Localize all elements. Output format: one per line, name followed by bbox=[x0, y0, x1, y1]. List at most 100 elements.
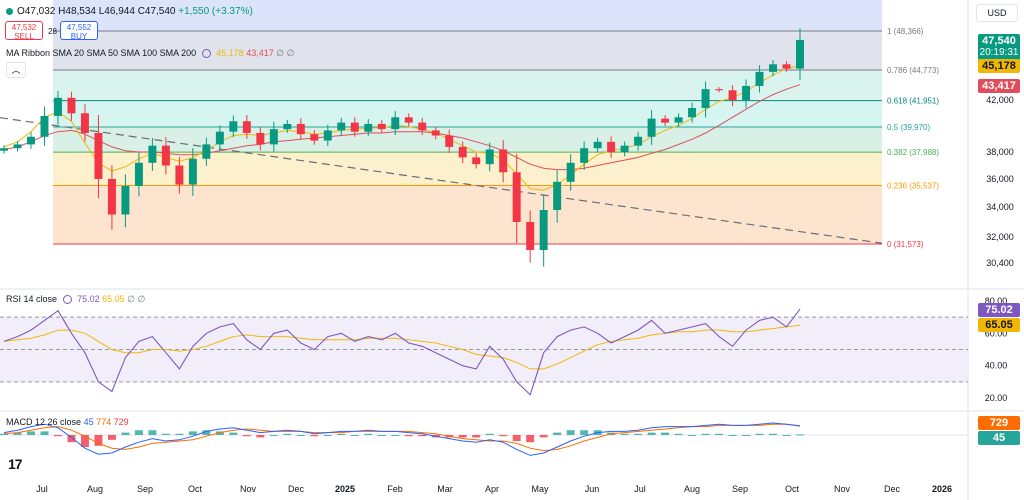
ma-fast-value: 45,178 bbox=[216, 48, 244, 58]
candle-body bbox=[539, 210, 548, 250]
macd-histogram-bar bbox=[688, 435, 697, 436]
ma-fast-line bbox=[3, 65, 801, 191]
macd-histogram-bar bbox=[580, 430, 589, 435]
candle-body bbox=[215, 131, 224, 145]
macd-histogram-bar bbox=[337, 433, 346, 435]
candle-body bbox=[53, 97, 62, 116]
candle-body bbox=[229, 121, 238, 132]
ma-fast-tag: 45,178 bbox=[978, 59, 1020, 73]
macd-histogram-bar bbox=[364, 433, 373, 435]
price-tick-label: 34,000 bbox=[986, 202, 1014, 212]
candle-body bbox=[242, 121, 251, 133]
candle-body bbox=[701, 89, 710, 108]
macd-histogram-bar bbox=[796, 434, 804, 436]
macd-histogram-bar bbox=[458, 435, 467, 438]
candle-body bbox=[593, 141, 602, 149]
ma-ribbon-legend[interactable]: MA Ribbon SMA 20 SMA 50 SMA 100 SMA 200 … bbox=[6, 48, 294, 59]
last-price-tag: 47,540 20:19:31 bbox=[978, 34, 1020, 61]
candle-body bbox=[485, 149, 494, 165]
macd-signal-value: 729 bbox=[113, 417, 129, 427]
candle-body bbox=[310, 134, 319, 141]
macd-histogram-bar bbox=[566, 430, 575, 435]
fib-zone bbox=[53, 0, 882, 31]
macd-histogram-bar bbox=[634, 433, 643, 435]
x-tick-label: Oct bbox=[785, 484, 800, 494]
currency-selector[interactable]: USD bbox=[976, 4, 1018, 22]
candle-body bbox=[377, 123, 386, 130]
price-tick-label: 38,000 bbox=[986, 147, 1014, 157]
change-value: +1,550 (+3.37%) bbox=[178, 6, 253, 17]
x-tick-label: Mar bbox=[437, 484, 453, 494]
rsi-legend[interactable]: RSI 14 close 75.02 65.05 ∅ ∅ bbox=[6, 294, 145, 305]
macd-histogram-bar bbox=[485, 433, 494, 435]
last-price: 47,540 bbox=[982, 35, 1016, 47]
ma-empty-values: ∅ ∅ bbox=[276, 48, 295, 58]
candle-body bbox=[742, 85, 751, 100]
settings-icon[interactable] bbox=[201, 49, 211, 59]
chevron-up-icon[interactable]: ︿ bbox=[6, 62, 26, 78]
spread-value: 28 bbox=[48, 27, 57, 36]
candle-body bbox=[458, 146, 467, 158]
macd-histogram-bar bbox=[323, 435, 332, 436]
candle-body bbox=[769, 64, 777, 72]
macd-histogram-bar bbox=[674, 433, 683, 435]
fib-level-label: 0.236 (35,537) bbox=[887, 181, 939, 190]
fib-level-label: 0.786 (44,773) bbox=[887, 66, 939, 75]
settings-icon[interactable] bbox=[62, 295, 72, 305]
ohlc-readout: O47,032 H48,534 L46,944 C47,540 +1,550 (… bbox=[6, 6, 253, 17]
macd-histogram-bar bbox=[499, 435, 508, 437]
candle-body bbox=[472, 157, 481, 165]
macd-histogram-bar bbox=[418, 435, 427, 437]
fib-level-label: 0 (31,573) bbox=[887, 240, 924, 249]
x-tick-label: Dec bbox=[288, 484, 305, 494]
fib-zone bbox=[53, 185, 882, 244]
macd-histogram-bar bbox=[80, 435, 89, 447]
ma-slow-value: 43,417 bbox=[246, 48, 274, 58]
candle-body bbox=[796, 39, 804, 69]
market-status-dot bbox=[6, 7, 13, 15]
macd-histogram-bar bbox=[782, 435, 791, 436]
fib-level-label: 0.382 (37,988) bbox=[887, 148, 939, 157]
macd-histogram-bar bbox=[310, 435, 319, 437]
close-value: C47,540 bbox=[137, 6, 176, 17]
candle-body bbox=[40, 115, 49, 137]
sell-button[interactable]: 47,532 SELL bbox=[5, 21, 43, 41]
candle-body bbox=[674, 117, 683, 123]
rsi-line bbox=[3, 308, 801, 396]
candle-body bbox=[566, 162, 575, 182]
tradingview-logo-icon[interactable]: 17 bbox=[8, 456, 23, 472]
candle-body bbox=[350, 122, 359, 132]
price-tick-label: 42,000 bbox=[986, 95, 1014, 105]
candle-body bbox=[526, 222, 535, 250]
rsi-tag: 75.02 bbox=[978, 303, 1020, 317]
macd-legend[interactable]: MACD 12 26 close 45 774 729 bbox=[6, 417, 129, 427]
ma-slow-tag: 43,417 bbox=[978, 79, 1020, 93]
candle-body bbox=[175, 165, 184, 185]
fib-level-label: 0.5 (39,970) bbox=[887, 123, 930, 132]
macd-histogram-bar bbox=[512, 435, 521, 441]
x-tick-label: Sep bbox=[732, 484, 748, 494]
low-value: L46,944 bbox=[98, 6, 135, 17]
candle-body bbox=[391, 117, 400, 130]
open-value: O47,032 bbox=[17, 6, 56, 17]
buy-button[interactable]: 47,552 BUY bbox=[60, 21, 98, 41]
x-tick-label: 2025 bbox=[335, 484, 355, 494]
macd-histogram-bar bbox=[296, 435, 305, 436]
macd-histogram-bar bbox=[161, 433, 170, 435]
macd-histogram-bar bbox=[472, 435, 481, 438]
macd-histogram-bar bbox=[27, 431, 35, 435]
candle-body bbox=[445, 135, 454, 147]
macd-histogram-bar bbox=[553, 432, 562, 435]
macd-histogram-bar bbox=[620, 433, 629, 435]
rsi-value: 75.02 bbox=[77, 294, 100, 304]
candle-body bbox=[337, 122, 346, 131]
price-tick-label: 36,000 bbox=[986, 174, 1014, 184]
macd-hist-value: 45 bbox=[83, 417, 94, 427]
macd-histogram-bar bbox=[715, 433, 724, 435]
macd-histogram-bar bbox=[742, 435, 751, 436]
macd-histogram-bar bbox=[67, 435, 76, 443]
x-tick-label: Aug bbox=[87, 484, 103, 494]
rsi-tick-label: 40.00 bbox=[985, 361, 1008, 371]
sell-price: 47,532 bbox=[11, 23, 37, 32]
